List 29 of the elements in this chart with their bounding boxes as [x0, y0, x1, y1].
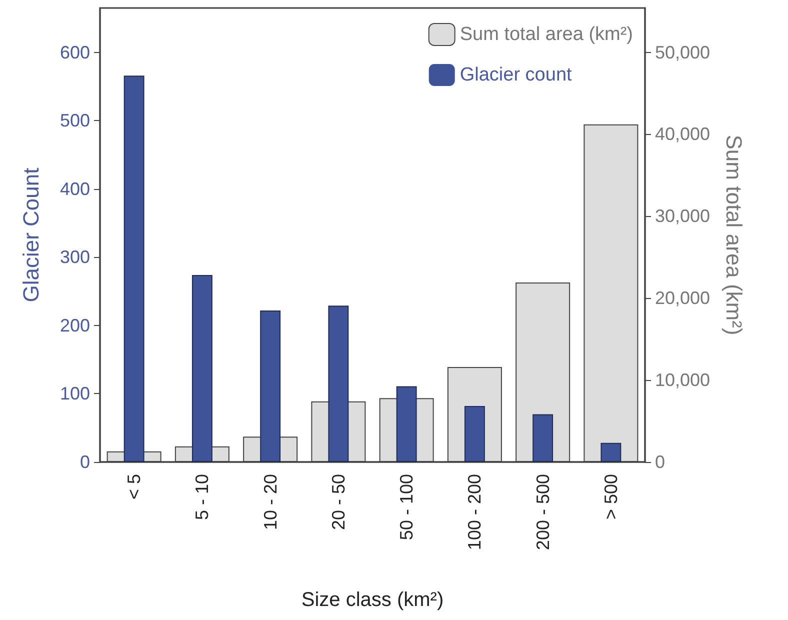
- y-tick-label: 600: [60, 42, 90, 62]
- y-tick-label: 0: [80, 452, 90, 472]
- y2-tick-label: 30,000: [655, 206, 710, 226]
- x-tick-label: 5 - 10: [192, 474, 212, 520]
- x-tick-label: 200 - 500: [532, 474, 553, 550]
- y-tick-label: 100: [60, 384, 90, 404]
- legend-label: Glacier count: [460, 64, 573, 86]
- x-tick-label: < 5: [124, 474, 144, 500]
- bar: [532, 414, 554, 462]
- y-tick-label: 400: [60, 178, 90, 199]
- bar: [600, 442, 622, 462]
- y2-tick-label: 10,000: [655, 370, 710, 390]
- bar: [464, 406, 485, 462]
- y-axis-title: Glacier Count: [18, 168, 44, 302]
- y2-axis-title: Sum total area (km²): [722, 134, 746, 336]
- y-tick-label: 300: [60, 247, 90, 268]
- y2-tick-label: 0: [655, 452, 666, 472]
- y2-tick-label: 20,000: [655, 288, 710, 308]
- y-tick-label: 200: [60, 315, 90, 336]
- y-tick-label: 500: [60, 110, 90, 131]
- legend-label: Sum total area (km²): [460, 24, 634, 45]
- x-tick-label: 10 - 20: [260, 474, 280, 530]
- x-tick-label: 20 - 50: [328, 474, 348, 530]
- y2-tick-label: 50,000: [655, 42, 710, 62]
- x-axis-title: Size class (km²): [301, 589, 444, 611]
- x-tick-label: > 500: [600, 474, 621, 520]
- x-tick-label: 100 - 200: [464, 474, 485, 550]
- y2-tick-label: 40,000: [655, 124, 710, 144]
- x-tick-label: 50 - 100: [396, 474, 417, 540]
